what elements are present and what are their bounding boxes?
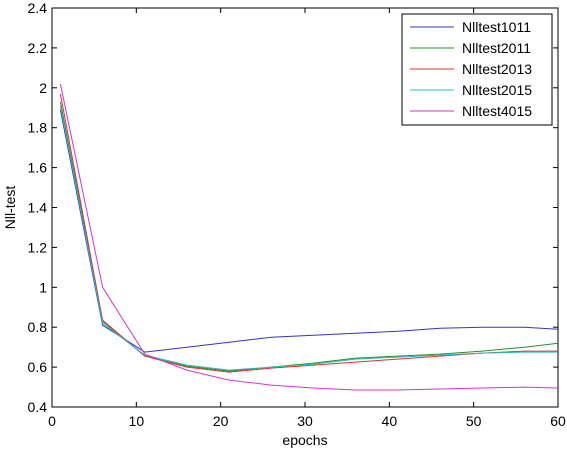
x-tick-label: 60 <box>550 413 566 429</box>
y-tick-label: 0.6 <box>28 359 48 375</box>
y-tick-label: 0.4 <box>28 399 48 415</box>
x-tick-label: 50 <box>466 413 482 429</box>
y-tick-label: 0.8 <box>28 319 48 335</box>
y-tick-label: 1.2 <box>28 239 48 255</box>
x-tick-label: 30 <box>297 413 313 429</box>
y-tick-label: 2.4 <box>28 0 48 16</box>
x-tick-label: 0 <box>48 413 56 429</box>
y-tick-label: 2.2 <box>28 40 48 56</box>
legend-label: Nlltest2015 <box>462 82 532 98</box>
series-line-Nlltest4015 <box>59 83 559 391</box>
legend-label: Nlltest2013 <box>462 61 532 77</box>
series-line-Nlltest1011 <box>59 109 559 353</box>
legend-label: Nlltest1011 <box>462 19 531 35</box>
x-tick-label: 20 <box>213 413 229 429</box>
y-tick-label: 1.4 <box>28 200 48 216</box>
legend-label: Nlltest2011 <box>462 40 531 56</box>
x-axis-title: epochs <box>282 432 327 448</box>
x-tick-label: 40 <box>382 413 398 429</box>
y-tick-label: 2 <box>39 80 47 96</box>
series-line-Nlltest2015 <box>59 105 558 371</box>
y-tick-label: 1.8 <box>28 120 48 136</box>
y-tick-label: 1 <box>39 279 47 295</box>
y-tick-label: 1.6 <box>28 160 48 176</box>
legend-label: Nlltest4015 <box>462 103 532 119</box>
y-axis-title: Nll-test <box>2 186 18 230</box>
x-tick-label: 10 <box>129 413 145 429</box>
